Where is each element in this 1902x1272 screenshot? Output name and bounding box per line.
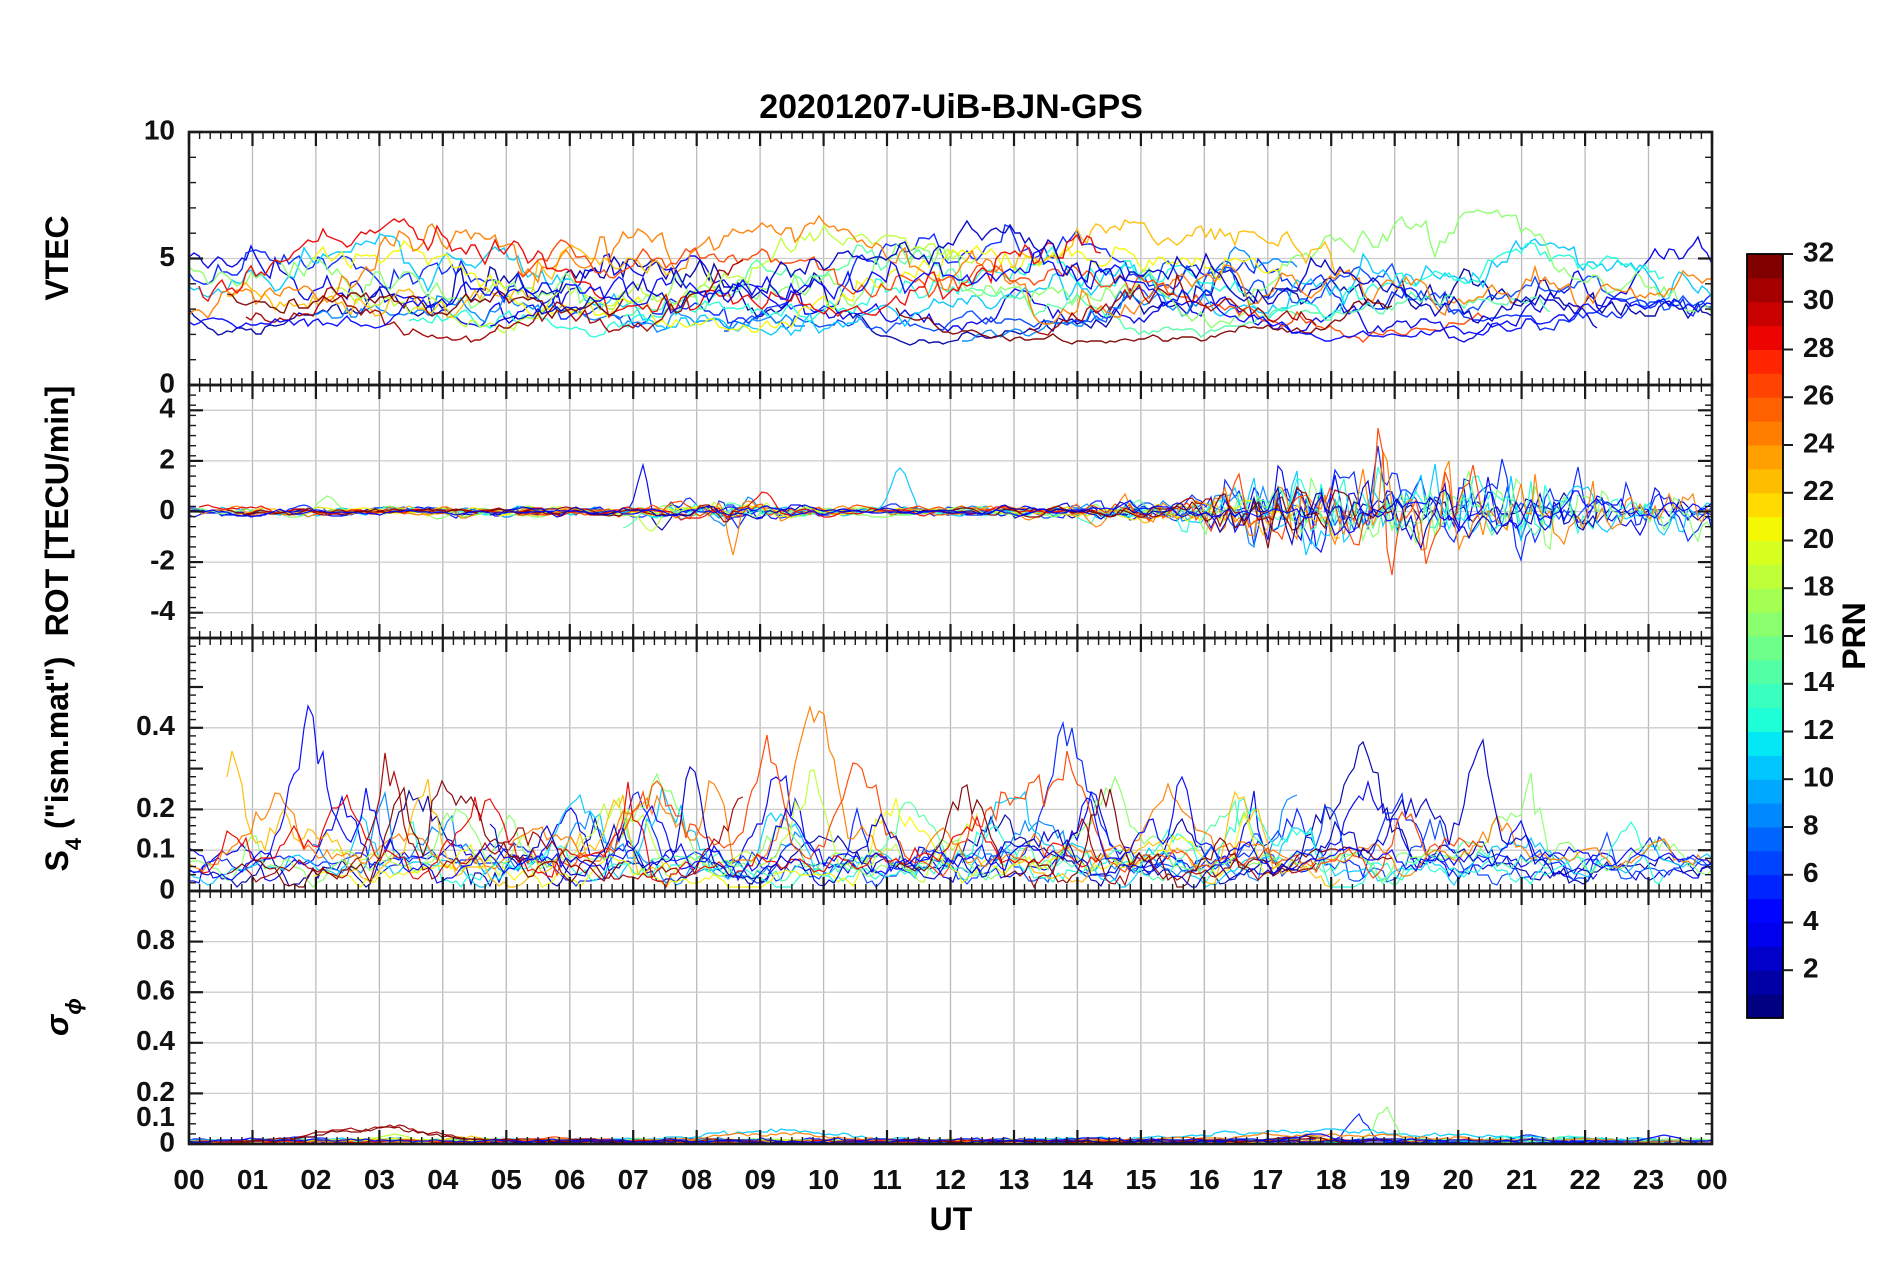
svg-text:0.4: 0.4 (136, 710, 175, 741)
svg-text:11: 11 (872, 1164, 902, 1195)
svg-text:24: 24 (1803, 427, 1835, 458)
svg-text:22: 22 (1570, 1164, 1601, 1195)
svg-text:01: 01 (237, 1164, 268, 1195)
svg-text:09: 09 (745, 1164, 776, 1195)
svg-text:0: 0 (159, 494, 175, 525)
svg-text:18: 18 (1803, 571, 1834, 602)
svg-text:0.2: 0.2 (136, 1076, 175, 1107)
svg-text:2: 2 (159, 443, 175, 474)
svg-text:16: 16 (1803, 618, 1834, 649)
svg-text:14: 14 (1062, 1164, 1094, 1195)
svg-text:20201207-UiB-BJN-GPS: 20201207-UiB-BJN-GPS (759, 88, 1143, 126)
svg-text:18: 18 (1316, 1164, 1347, 1195)
svg-text:10: 10 (144, 114, 175, 145)
svg-text:32: 32 (1803, 236, 1834, 267)
svg-text:06: 06 (554, 1164, 585, 1195)
svg-text:21: 21 (1506, 1164, 1537, 1195)
svg-text:07: 07 (618, 1164, 649, 1195)
svg-text:0.4: 0.4 (136, 1025, 175, 1056)
svg-text:00: 00 (1696, 1164, 1727, 1195)
svg-text:30: 30 (1803, 284, 1834, 315)
svg-text:17: 17 (1252, 1164, 1283, 1195)
svg-text:0.1: 0.1 (136, 833, 175, 864)
svg-text:VTEC: VTEC (39, 215, 75, 300)
svg-text:14: 14 (1803, 666, 1835, 697)
svg-text:-4: -4 (150, 595, 175, 626)
svg-text:5: 5 (159, 241, 175, 272)
svg-text:8: 8 (1803, 809, 1819, 840)
svg-text:15: 15 (1125, 1164, 1156, 1195)
svg-text:28: 28 (1803, 332, 1834, 363)
svg-text:PRN: PRN (1836, 602, 1872, 670)
svg-text:0: 0 (159, 873, 175, 904)
svg-text:0.2: 0.2 (136, 792, 175, 823)
svg-text:16: 16 (1189, 1164, 1220, 1195)
svg-text:6: 6 (1803, 857, 1819, 888)
svg-text:0.6: 0.6 (136, 975, 175, 1006)
svg-text:ROT [TECU/min]: ROT [TECU/min] (39, 386, 75, 637)
svg-text:13: 13 (998, 1164, 1029, 1195)
svg-text:04: 04 (427, 1164, 459, 1195)
svg-text:0.8: 0.8 (136, 924, 175, 955)
svg-text:20: 20 (1443, 1164, 1474, 1195)
svg-text:4: 4 (159, 393, 175, 424)
svg-text:22: 22 (1803, 475, 1834, 506)
svg-text:2: 2 (1803, 953, 1819, 984)
svg-text:02: 02 (300, 1164, 331, 1195)
svg-text:19: 19 (1379, 1164, 1410, 1195)
svg-text:12: 12 (935, 1164, 966, 1195)
svg-text:00: 00 (173, 1164, 204, 1195)
svg-text:4: 4 (1803, 905, 1819, 936)
svg-text:20: 20 (1803, 523, 1834, 554)
svg-text:05: 05 (491, 1164, 522, 1195)
svg-text:03: 03 (364, 1164, 395, 1195)
svg-text:26: 26 (1803, 380, 1834, 411)
svg-text:23: 23 (1633, 1164, 1664, 1195)
svg-text:12: 12 (1803, 714, 1834, 745)
svg-text:08: 08 (681, 1164, 712, 1195)
svg-text:UT: UT (930, 1201, 973, 1237)
svg-text:10: 10 (808, 1164, 839, 1195)
svg-text:10: 10 (1803, 762, 1834, 793)
svg-text:-2: -2 (150, 544, 175, 575)
